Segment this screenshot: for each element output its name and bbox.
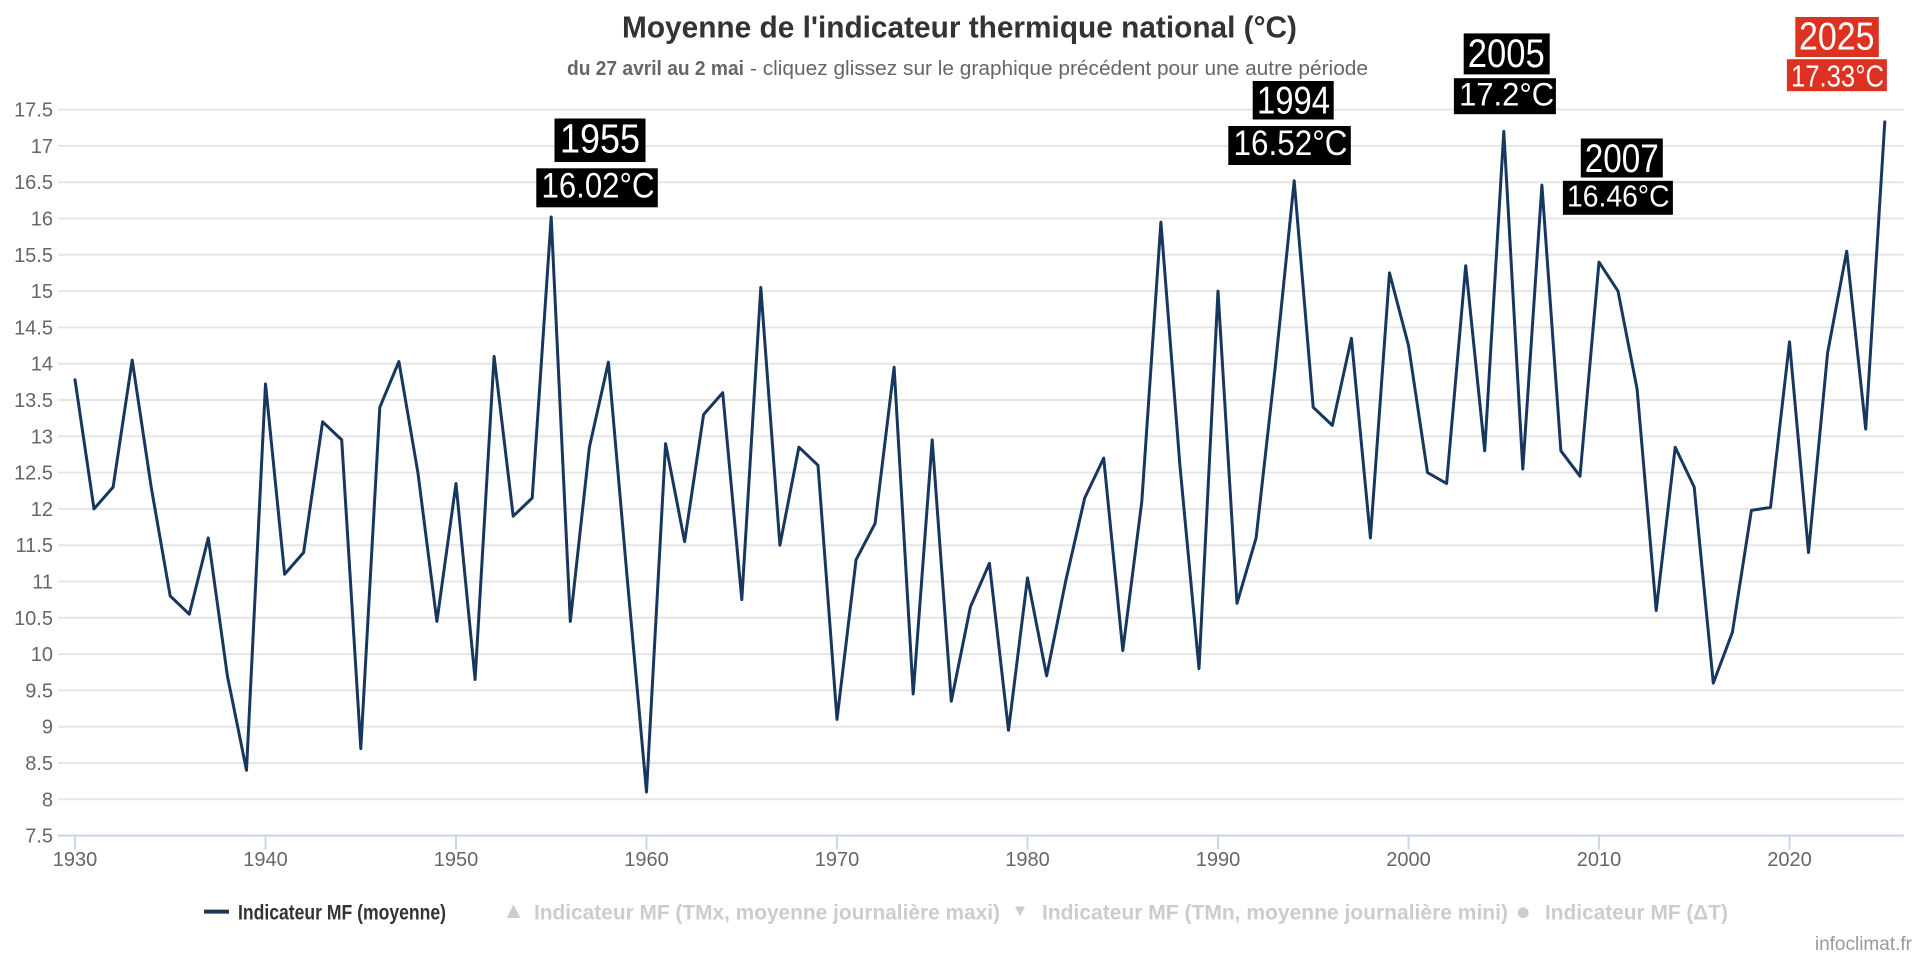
svg-text:1930: 1930 <box>53 849 98 871</box>
svg-text:2010: 2010 <box>1577 849 1622 871</box>
svg-text:16.52°C: 16.52°C <box>1234 124 1348 163</box>
svg-text:1970: 1970 <box>815 849 860 871</box>
svg-text:Moyenne de l'indicateur thermi: Moyenne de l'indicateur thermique nation… <box>622 10 1297 45</box>
svg-text:10.5: 10.5 <box>14 608 53 630</box>
svg-text:16.46°C: 16.46°C <box>1567 180 1670 214</box>
svg-text:Indicateur MF (ΔT): Indicateur MF (ΔT) <box>1545 902 1728 925</box>
svg-text:2007: 2007 <box>1585 137 1659 181</box>
svg-text:2000: 2000 <box>1386 849 1431 871</box>
svg-text:16.02°C: 16.02°C <box>542 167 655 206</box>
svg-text:12: 12 <box>31 499 53 521</box>
svg-text:2025: 2025 <box>1799 15 1875 58</box>
svg-text:11: 11 <box>32 572 53 594</box>
svg-text:Indicateur MF (moyenne): Indicateur MF (moyenne) <box>238 902 446 925</box>
svg-text:1940: 1940 <box>243 849 288 871</box>
svg-text:9.5: 9.5 <box>25 680 53 702</box>
svg-text:15: 15 <box>31 281 53 303</box>
svg-text:12.5: 12.5 <box>14 463 53 485</box>
svg-text:11.5: 11.5 <box>16 535 53 557</box>
svg-text:8: 8 <box>42 789 53 811</box>
svg-text:15.5: 15.5 <box>14 245 53 267</box>
svg-text:2020: 2020 <box>1767 849 1812 871</box>
svg-text:1980: 1980 <box>1005 849 1050 871</box>
svg-text:7.5: 7.5 <box>25 826 53 848</box>
svg-text:10: 10 <box>31 644 53 666</box>
svg-text:16: 16 <box>31 209 53 231</box>
svg-text:1950: 1950 <box>434 849 479 871</box>
svg-text:1955: 1955 <box>560 115 640 161</box>
svg-text:Indicateur MF (TMx, moyenne jo: Indicateur MF (TMx, moyenne journalière … <box>534 902 1000 925</box>
svg-text:Indicateur MF (TMn, moyenne jo: Indicateur MF (TMn, moyenne journalière … <box>1042 902 1508 925</box>
svg-text:9: 9 <box>42 717 53 739</box>
svg-text:- cliquez glissez sur le graph: - cliquez glissez sur le graphique précé… <box>750 57 1368 80</box>
svg-text:13: 13 <box>31 426 53 448</box>
svg-text:14: 14 <box>31 354 53 376</box>
svg-text:1994: 1994 <box>1257 80 1330 123</box>
svg-text:1990: 1990 <box>1196 849 1241 871</box>
svg-text:17.2°C: 17.2°C <box>1459 77 1554 113</box>
svg-text:17.33°C: 17.33°C <box>1791 60 1884 94</box>
svg-text:17: 17 <box>31 136 53 158</box>
svg-text:8.5: 8.5 <box>25 753 53 775</box>
svg-text:du 27 avril au 2 mai: du 27 avril au 2 mai <box>567 57 744 80</box>
svg-text:13.5: 13.5 <box>14 390 53 412</box>
svg-text:2005: 2005 <box>1468 32 1545 76</box>
svg-text:1960: 1960 <box>624 849 669 871</box>
svg-text:17.5: 17.5 <box>14 100 53 122</box>
svg-text:16.5: 16.5 <box>14 172 53 194</box>
svg-text:14.5: 14.5 <box>14 317 53 339</box>
svg-text:infoclimat.fr: infoclimat.fr <box>1815 934 1913 955</box>
